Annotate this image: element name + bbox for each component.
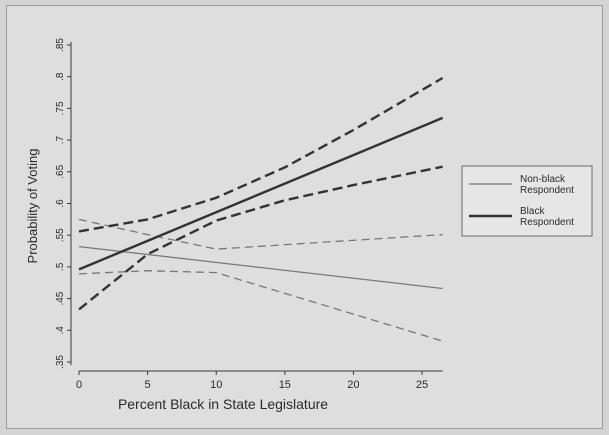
legend-label: Respondent — [520, 185, 574, 196]
legend-label: Non-black — [520, 174, 566, 185]
series-layer — [78, 76, 444, 342]
x-tick-label: 25 — [416, 379, 428, 391]
confidence-band-line-5 — [78, 165, 443, 311]
legend-label: Respondent — [520, 217, 574, 228]
x-tick-label: 5 — [145, 379, 151, 391]
y-tick-label: .35 — [55, 355, 66, 369]
x-tick-label: 20 — [347, 379, 359, 391]
confidence-band-line-1 — [78, 270, 443, 342]
series-line-black-respondent — [78, 116, 444, 271]
y-tick-label: .85 — [55, 38, 66, 52]
confidence-band-line-2 — [78, 218, 443, 250]
y-tick-label: .5 — [55, 262, 66, 271]
y-tick-label: .7 — [55, 135, 66, 144]
x-tick-label: 0 — [76, 379, 82, 391]
x-axis-label: Percent Black in State Legislature — [118, 396, 328, 412]
x-tick-label: 15 — [279, 379, 291, 391]
chart: .35 .4 .45 .5 .55 .6 .65 .7 .75 .8 .85 0 5 10 15 20 25 N… — [25, 38, 593, 412]
y-tick-label: .8 — [55, 72, 66, 81]
series-line-non-black-respondent — [78, 245, 443, 290]
y-axis-label: Probability of Voting — [25, 149, 40, 264]
y-tick-label: .6 — [55, 199, 66, 208]
legend-box — [461, 165, 593, 237]
axes: .35 .4 .45 .5 .55 .6 .65 .7 .75 .8 .85 0 5 10 15 20 25 — [55, 38, 443, 391]
y-tick-label: .4 — [55, 326, 66, 335]
legend-label: Black — [520, 206, 545, 217]
y-tick-label: .55 — [55, 228, 66, 242]
chart-frame: .35 .4 .45 .5 .55 .6 .65 .7 .75 .8 .85 0 5 10 15 20 25 N… — [6, 5, 603, 429]
y-tick-label: .45 — [55, 291, 66, 305]
y-tick-label: .75 — [55, 101, 66, 115]
x-tick-label: 10 — [210, 379, 222, 391]
y-tick-label: .65 — [55, 164, 66, 178]
